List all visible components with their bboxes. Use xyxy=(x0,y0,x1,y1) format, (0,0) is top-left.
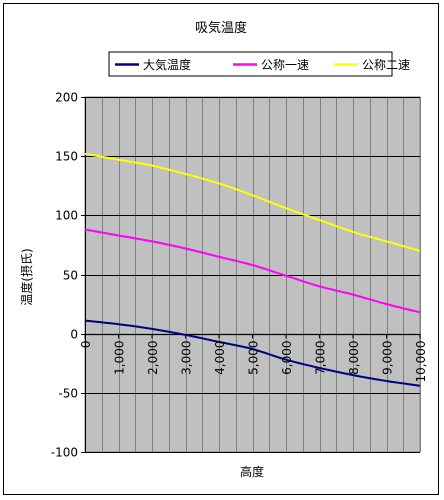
y-tick-label: 50 xyxy=(63,269,78,283)
x-tick-label: 9,000 xyxy=(381,341,395,375)
y-axis-ticks: -100 -50 0 50 100 150 200 xyxy=(51,91,85,460)
x-tick-label: 1,000 xyxy=(113,341,127,375)
y-tick-label: -50 xyxy=(58,387,78,401)
legend-label: 大気温度 xyxy=(143,57,191,72)
x-tick-label: 2,000 xyxy=(146,341,160,375)
x-tick-label: 5,000 xyxy=(247,341,261,375)
series-line xyxy=(84,152,421,252)
x-tick-label: 3,000 xyxy=(180,341,194,375)
plot-area xyxy=(84,96,421,453)
chart-svg: 吸気温度 大気温度 公称一速 公称二速 -100 -50 0 50 100 150 200 0 1… xyxy=(19,20,428,479)
chart-title: 吸気温度 xyxy=(195,20,247,36)
legend: 大気温度 公称一速 公称二速 xyxy=(108,51,410,77)
series-line xyxy=(84,228,421,314)
legend-label: 公称二速 xyxy=(362,58,410,72)
x-tick-label: 10,000 xyxy=(414,341,428,383)
y-tick-label: 200 xyxy=(55,91,78,105)
y-tick-label: 100 xyxy=(55,209,78,223)
y-tick-label: 0 xyxy=(70,328,78,342)
x-tick-label: 4,000 xyxy=(213,341,227,375)
x-axis-ticks: 0 1,000 2,000 3,000 4,000 5,000 6,000 7,000 8,00… xyxy=(79,334,428,383)
legend-label: 公称一速 xyxy=(261,58,309,72)
y-tick-label: 150 xyxy=(55,150,78,164)
series-line xyxy=(84,319,421,387)
x-tick-label: 0 xyxy=(79,341,93,349)
x-gridlines xyxy=(85,97,421,452)
x-axis-label: 高度 xyxy=(240,464,264,479)
x-tick-label: 6,000 xyxy=(280,341,294,375)
series-lines xyxy=(84,152,421,387)
x-tick-label: 8,000 xyxy=(347,341,361,375)
chart-frame: 吸気温度 大気温度 公称一速 公称二速 -100 -50 0 50 100 150 200 0 1… xyxy=(3,3,439,495)
y-axis-label: 温度(摂氏) xyxy=(19,248,34,305)
y-tick-label: -100 xyxy=(51,446,78,460)
x-tick-label: 7,000 xyxy=(314,341,328,375)
